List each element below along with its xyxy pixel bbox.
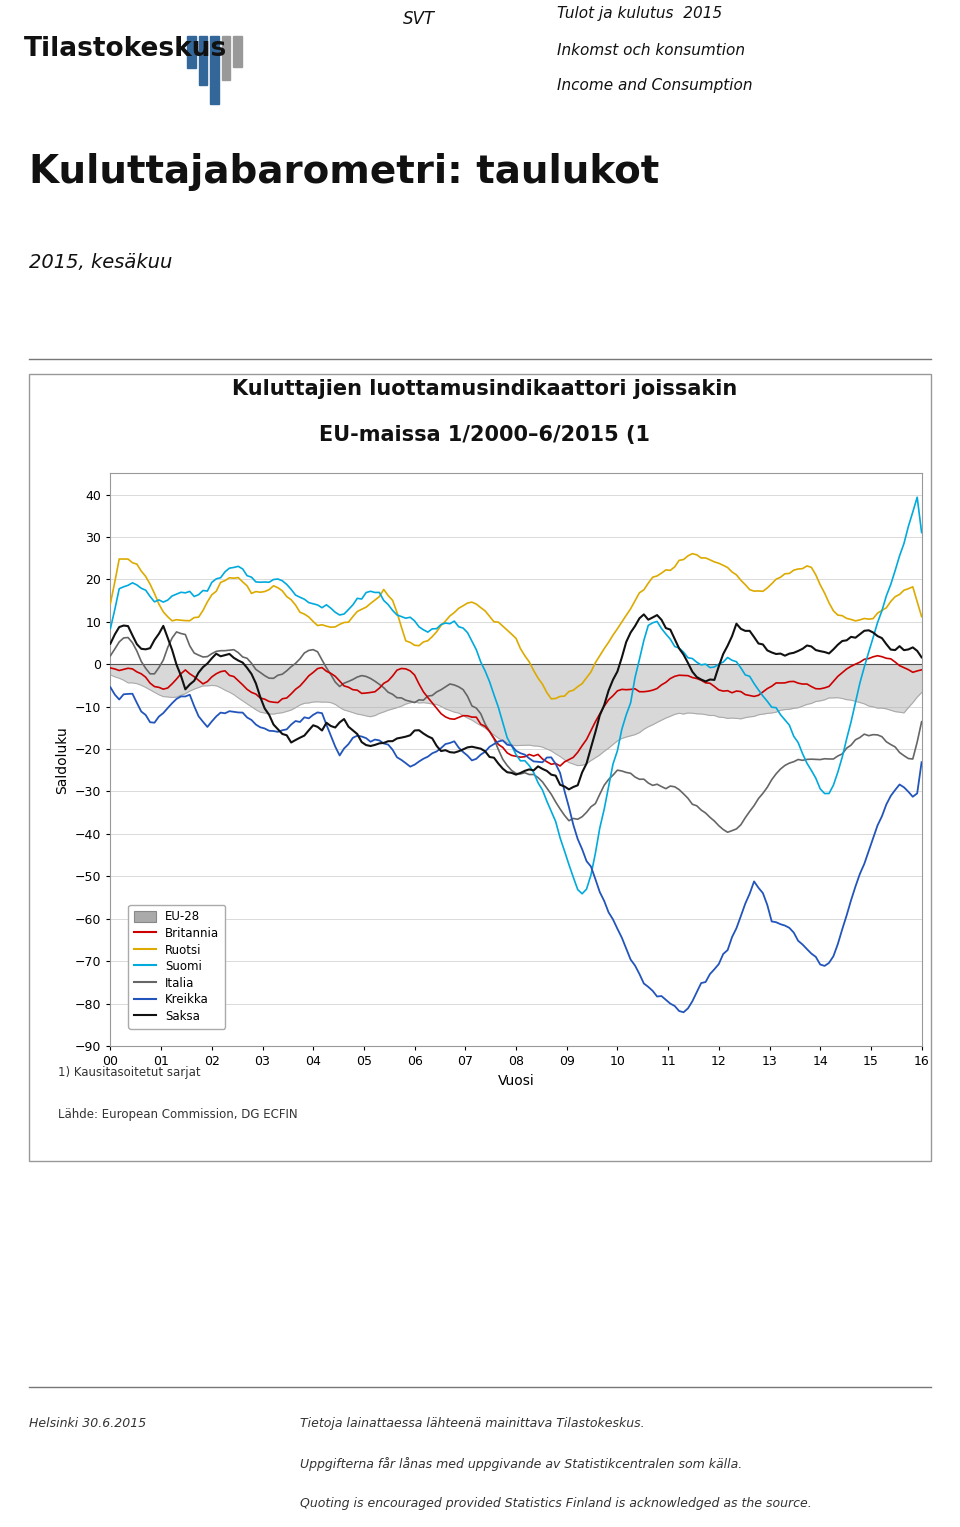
Text: Quoting is encouraged provided Statistics Finland is acknowledged as the source.: Quoting is encouraged provided Statistic…: [300, 1498, 811, 1510]
Text: Helsinki 30.6.2015: Helsinki 30.6.2015: [29, 1417, 146, 1429]
Text: Uppgifterna får lånas med uppgivande av Statistikcentralen som källa.: Uppgifterna får lånas med uppgivande av …: [300, 1457, 742, 1471]
Text: 2015, kesäkuu: 2015, kesäkuu: [29, 252, 172, 272]
Y-axis label: Saldoluku: Saldoluku: [56, 725, 69, 794]
Text: EU-maissa 1/2000–6/2015 (1: EU-maissa 1/2000–6/2015 (1: [320, 425, 650, 444]
Text: Kuluttajabarometri: taulukot: Kuluttajabarometri: taulukot: [29, 153, 660, 191]
Bar: [222, 37, 230, 81]
Bar: [233, 37, 242, 67]
Text: Tulot ja kulutus  2015: Tulot ja kulutus 2015: [557, 6, 722, 21]
Bar: [210, 37, 219, 104]
Text: Income and Consumption: Income and Consumption: [557, 78, 753, 93]
X-axis label: Vuosi: Vuosi: [497, 1073, 535, 1087]
Bar: [199, 37, 207, 86]
Text: Inkomst och konsumtion: Inkomst och konsumtion: [557, 43, 745, 58]
Bar: [187, 37, 196, 69]
Text: Lähde: European Commission, DG ECFIN: Lähde: European Commission, DG ECFIN: [58, 1109, 298, 1121]
Text: Kuluttajien luottamusindikaattori joissakin: Kuluttajien luottamusindikaattori joissa…: [232, 379, 737, 399]
Text: Tilastokeskus: Tilastokeskus: [24, 37, 228, 63]
Legend: EU-28, Britannia, Ruotsi, Suomi, Italia, Kreikka, Saksa: EU-28, Britannia, Ruotsi, Suomi, Italia,…: [129, 904, 225, 1029]
Text: 1) Kausitasoitetut sarjat: 1) Kausitasoitetut sarjat: [58, 1066, 201, 1080]
Text: SVT: SVT: [403, 11, 435, 29]
Text: Tietoja lainattaessa lähteenä mainittava Tilastokeskus.: Tietoja lainattaessa lähteenä mainittava…: [300, 1417, 644, 1429]
